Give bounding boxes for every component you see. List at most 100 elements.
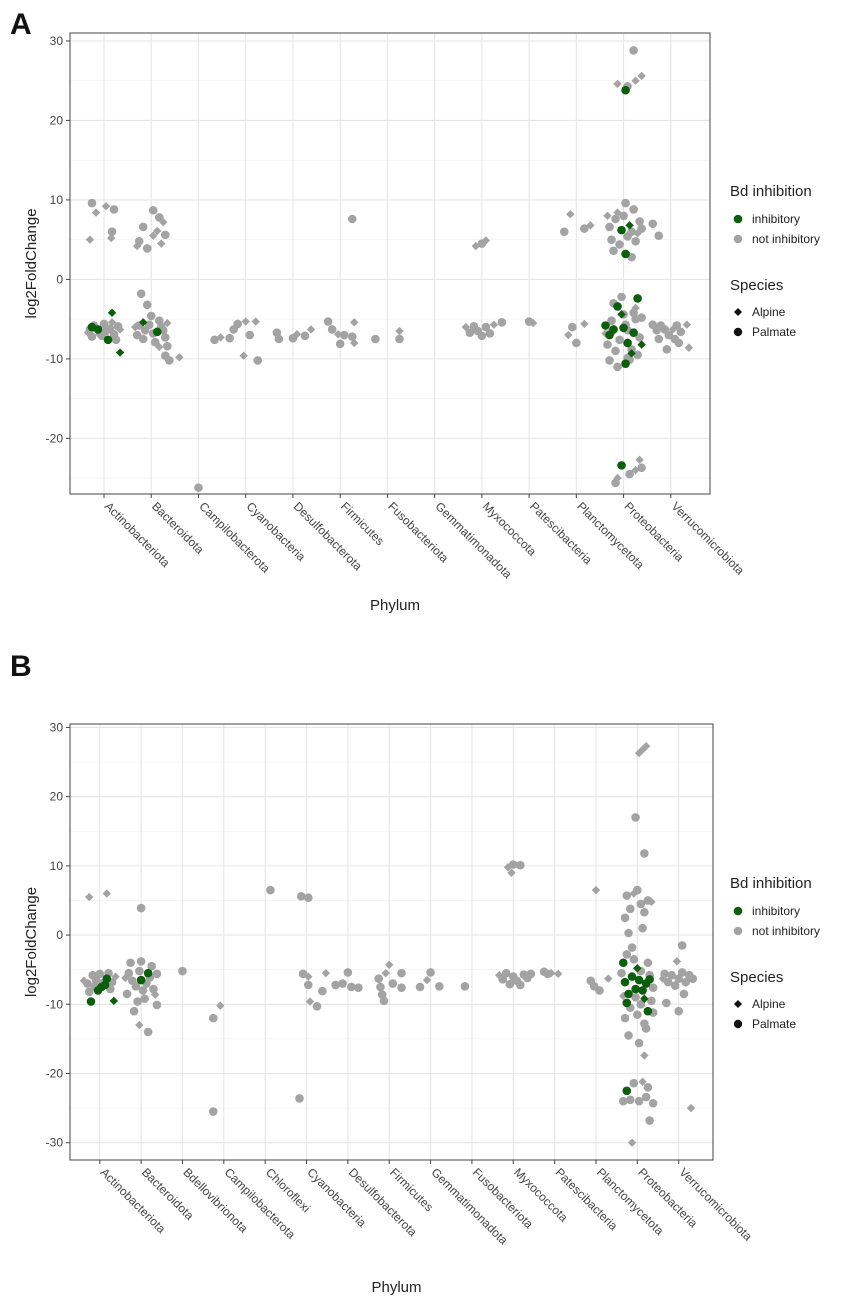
data-point-alpine bbox=[350, 318, 359, 327]
gridlines bbox=[70, 724, 713, 1160]
data-points bbox=[79, 741, 698, 1147]
data-point-palmate bbox=[93, 986, 103, 995]
data-point-palmate bbox=[133, 997, 142, 1006]
data-point-palmate bbox=[621, 85, 630, 95]
legend-shape-palmate bbox=[733, 327, 743, 337]
data-point-palmate bbox=[136, 289, 146, 299]
data-point-palmate bbox=[568, 322, 577, 332]
data-point-palmate bbox=[303, 893, 313, 903]
data-point-alpine bbox=[682, 320, 692, 329]
data-point-palmate bbox=[633, 294, 642, 303]
data-point-alpine bbox=[149, 231, 158, 240]
data-point-palmate bbox=[624, 989, 633, 999]
data-point-alpine bbox=[631, 465, 640, 475]
data-point-palmate bbox=[331, 980, 340, 990]
data-point-palmate bbox=[516, 980, 525, 990]
data-point-palmate bbox=[631, 236, 640, 246]
data-point-palmate bbox=[485, 329, 495, 338]
legend-swatch-inhibitory bbox=[733, 906, 743, 916]
data-point-palmate bbox=[415, 982, 425, 992]
data-point-palmate bbox=[347, 332, 357, 341]
data-point-palmate bbox=[374, 974, 383, 983]
data-point-alpine bbox=[153, 226, 162, 236]
data-point-palmate bbox=[623, 338, 632, 348]
data-point-palmate bbox=[645, 975, 654, 984]
data-point-alpine bbox=[603, 211, 612, 221]
plot-border bbox=[69, 32, 711, 495]
plot-background bbox=[70, 724, 713, 1160]
x-tick-label: Verrucomicrobiota bbox=[669, 499, 748, 578]
data-point-palmate bbox=[648, 983, 658, 992]
legend-label: not inhibitory bbox=[752, 232, 820, 246]
legend: Bd inhibition inhibitory not inhibitory Spe… bbox=[730, 875, 820, 1031]
y-axis-title: log2FoldChange bbox=[23, 887, 40, 997]
data-point-alpine bbox=[306, 325, 316, 334]
data-point-palmate bbox=[152, 1000, 162, 1010]
data-point-palmate bbox=[136, 975, 146, 985]
data-point-palmate bbox=[397, 968, 406, 978]
data-point-palmate bbox=[617, 461, 626, 470]
data-point-palmate bbox=[641, 1092, 651, 1102]
data-point-alpine bbox=[635, 455, 644, 465]
data-point-alpine bbox=[85, 892, 94, 902]
data-point-palmate bbox=[208, 1013, 218, 1023]
data-point-palmate bbox=[601, 321, 610, 330]
data-point-palmate bbox=[633, 885, 642, 895]
data-point-palmate bbox=[631, 984, 640, 994]
data-point-palmate bbox=[617, 225, 626, 235]
data-point-alpine bbox=[107, 233, 116, 243]
data-point-alpine bbox=[216, 333, 225, 342]
data-point-palmate bbox=[580, 224, 589, 233]
data-point-palmate bbox=[622, 891, 632, 900]
data-point-palmate bbox=[619, 211, 628, 221]
data-point-palmate bbox=[233, 319, 242, 329]
legend-title-inhibition: Bd inhibition bbox=[730, 875, 812, 892]
data-point-alpine bbox=[175, 353, 184, 362]
x-tick-label: Campilobacterota bbox=[222, 1165, 299, 1242]
data-point-palmate bbox=[605, 356, 614, 365]
data-point-palmate bbox=[618, 1096, 628, 1106]
data-point-palmate bbox=[152, 327, 162, 337]
data-point-alpine bbox=[637, 340, 646, 349]
data-point-alpine bbox=[580, 319, 589, 329]
data-point-palmate bbox=[654, 334, 664, 344]
data-point-palmate bbox=[620, 1013, 630, 1023]
data-point-palmate bbox=[607, 235, 616, 244]
y-tick-label: 20 bbox=[50, 790, 64, 804]
y-tick-label: -20 bbox=[46, 1066, 64, 1080]
legend-shape-palmate bbox=[733, 1019, 743, 1029]
data-point-palmate bbox=[395, 334, 404, 344]
data-point-alpine bbox=[631, 76, 640, 85]
data-point-palmate bbox=[194, 483, 203, 492]
data-point-palmate bbox=[140, 994, 149, 1004]
data-point-palmate bbox=[677, 968, 687, 977]
data-point-palmate bbox=[126, 958, 135, 968]
data-point-palmate bbox=[674, 974, 683, 983]
data-point-palmate bbox=[335, 339, 345, 349]
legend-label: Palmate bbox=[752, 325, 796, 339]
data-point-palmate bbox=[633, 1010, 642, 1019]
data-point-palmate bbox=[266, 885, 275, 895]
data-point-palmate bbox=[426, 968, 435, 977]
data-point-palmate bbox=[636, 999, 646, 1009]
data-point-palmate bbox=[633, 350, 642, 360]
data-point-alpine bbox=[613, 79, 622, 89]
data-point-alpine bbox=[107, 308, 117, 317]
chart-b: -30-20-100102030ActinobacteriotaBacteroi… bbox=[23, 720, 820, 1296]
data-point-palmate bbox=[627, 972, 637, 981]
data-point-alpine bbox=[613, 208, 622, 217]
data-point-palmate bbox=[99, 319, 109, 329]
data-point-alpine bbox=[586, 221, 595, 230]
data-point-palmate bbox=[95, 969, 105, 979]
data-point-palmate bbox=[640, 849, 649, 858]
data-point-palmate bbox=[497, 318, 507, 327]
legend: Bd inhibition inhibitory not inhibitory Spe… bbox=[730, 183, 820, 339]
data-point-alpine bbox=[305, 997, 315, 1006]
data-point-palmate bbox=[674, 1006, 683, 1016]
x-tick-label: Firmicutes bbox=[338, 499, 387, 548]
data-point-alpine bbox=[395, 326, 404, 336]
data-point-palmate bbox=[300, 331, 310, 341]
data-point-palmate bbox=[323, 317, 333, 326]
data-point-alpine bbox=[157, 239, 166, 248]
data-point-palmate bbox=[622, 950, 632, 959]
